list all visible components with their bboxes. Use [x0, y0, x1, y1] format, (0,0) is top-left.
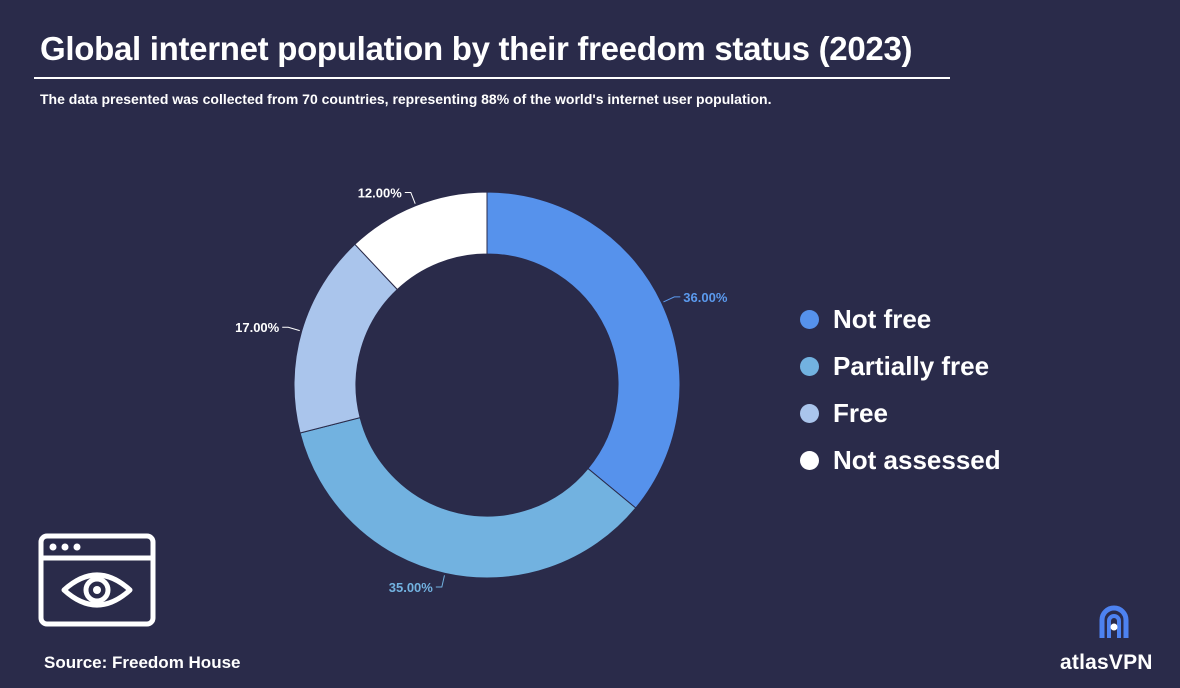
browser-eye-icon: [38, 533, 156, 627]
label-leader-line: [435, 575, 445, 588]
legend-swatch: [800, 451, 819, 470]
legend-item: Partially free: [800, 343, 1001, 390]
legend-item: Not free: [800, 296, 1001, 343]
legend-label: Not assessed: [833, 445, 1001, 475]
donut-slice: [486, 191, 681, 509]
chart-legend: Not free Partially free Free Not assesse…: [800, 296, 1001, 484]
chart-subtitle: The data presented was collected from 70…: [40, 91, 772, 107]
brand-name: atlasVPN: [1060, 651, 1153, 674]
slice-value-label: 36.00%: [683, 290, 728, 305]
slice-value-label: 17.00%: [235, 320, 280, 335]
legend-label: Not free: [833, 304, 932, 334]
source-note: Source: Freedom House: [44, 653, 241, 672]
chart-title: Global internet population by their free…: [40, 30, 913, 67]
label-leader-line: [404, 192, 416, 204]
donut-slice: [354, 191, 488, 291]
slice-value-label: 35.00%: [389, 580, 434, 595]
legend-swatch: [800, 404, 819, 423]
legend-item: Not assessed: [800, 437, 1001, 484]
legend-item: Free: [800, 390, 1001, 437]
legend-swatch: [800, 310, 819, 329]
legend-swatch: [800, 357, 819, 376]
slice-value-label: 12.00%: [358, 186, 403, 201]
legend-label: Partially free: [833, 351, 990, 381]
label-leader-line: [282, 326, 300, 332]
donut-slice: [299, 416, 637, 579]
atlasvpn-logo-icon: [1099, 605, 1129, 638]
label-leader-line: [663, 296, 681, 303]
title-underline: [34, 77, 950, 79]
legend-label: Free: [833, 398, 888, 428]
